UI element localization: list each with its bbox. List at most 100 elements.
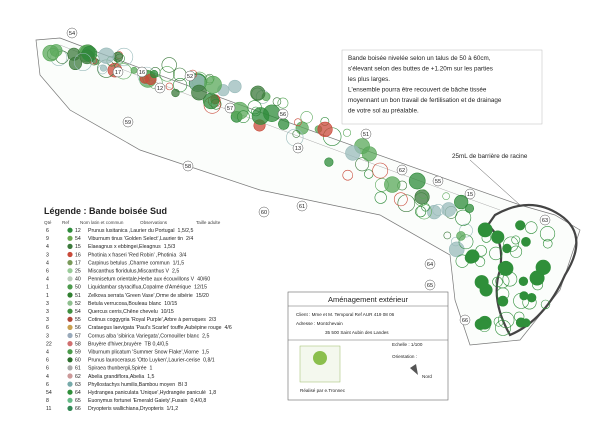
client: Client : Mme et M. Temporal Ref AUR 419 … [296, 312, 395, 317]
legend-qty: 6 [46, 325, 49, 331]
legend-qty: 6 [46, 269, 49, 275]
plant [374, 191, 387, 204]
legend-name: Prunus lusitanica ,Laurier du Portugal [88, 228, 175, 234]
tag-circle [539, 214, 551, 226]
plant [478, 319, 491, 332]
plant [278, 118, 290, 130]
plant [97, 64, 108, 75]
legend-qty: 1 [46, 285, 49, 291]
plant [171, 88, 180, 98]
scale: Echelle : 1/100 [392, 342, 423, 347]
plant [498, 311, 515, 329]
plant [42, 44, 60, 62]
legend-ref: 65 [75, 398, 81, 404]
tag-circle [459, 314, 471, 326]
plant [497, 261, 511, 275]
plan-tag: 62 [399, 168, 405, 174]
legend-qty: 3 [46, 252, 49, 258]
tag-circle [464, 188, 476, 200]
legend-ref: 61 [75, 366, 81, 372]
plant [535, 259, 551, 275]
plan-tag: 52 [187, 74, 193, 80]
plant [292, 130, 301, 138]
note-line: de votre sol au préalable. [348, 108, 419, 115]
plan-tag: 66 [462, 318, 468, 324]
tag-circle [360, 128, 372, 140]
plan-tag: 15 [467, 192, 473, 198]
plant [393, 192, 408, 207]
plant [474, 275, 489, 290]
legend-swatch [67, 341, 73, 347]
tag-circle [258, 206, 270, 218]
legend-swatch [67, 373, 73, 379]
legend-title: Légende : Bande boisée Sud [44, 206, 167, 216]
legend-qty: 8 [46, 398, 49, 404]
legend-swatch [67, 243, 73, 249]
plant [237, 110, 250, 123]
plant [361, 146, 377, 162]
plant [317, 121, 333, 137]
plant [161, 57, 177, 73]
legend-swatch [67, 251, 73, 258]
plant [81, 45, 98, 62]
tag-circle [122, 116, 134, 128]
legend-size: 15/20 [196, 293, 209, 299]
legend-ref: 50 [75, 285, 81, 291]
legend-swatch [67, 332, 73, 339]
legend-size: 1,5 [202, 350, 209, 356]
plant [456, 231, 466, 241]
plan-tag: 56 [280, 112, 286, 118]
plant [525, 221, 538, 234]
legend-ref: 64 [75, 390, 81, 396]
legend-name: Photinia x fraseri 'Red Robin' ,Photinia [88, 252, 176, 258]
tag-circle [112, 66, 124, 78]
plant [408, 172, 426, 190]
plant [540, 299, 551, 310]
legend-swatch [67, 316, 73, 322]
plant [475, 245, 487, 257]
address: Adresse : Montchevain [296, 321, 343, 326]
legend-size: TB 0,4/0,5 [144, 341, 168, 347]
plant [342, 169, 354, 181]
plan-tag: 51 [363, 132, 369, 138]
legend-qty: 4 [46, 350, 49, 356]
legend-header: Taille adulte [196, 220, 221, 225]
plant [384, 176, 401, 193]
legend-name: Abelia grandiflora,Abelia [88, 374, 144, 380]
legend-swatch [67, 397, 73, 403]
legend-name: Crataegus laevigata 'Paul's Scarlet' tou… [88, 325, 222, 331]
plant [159, 66, 175, 82]
legend-size: 10/15 [164, 301, 177, 307]
legend-qty: 4 [46, 244, 49, 250]
plant [99, 64, 107, 72]
plant [442, 192, 450, 200]
legend-ref: 54 [75, 309, 81, 315]
plant [492, 276, 503, 288]
plant [441, 202, 456, 217]
plan-tag: 64 [427, 262, 433, 268]
plan-tag: 61 [299, 204, 305, 210]
legend-name: Dryopteris wallichiana,Dryopteris [88, 406, 164, 412]
plant [521, 236, 531, 247]
legend-name: Cotinus coggygria 'Royal Purple',Arbre à… [88, 317, 206, 323]
plant [443, 231, 452, 240]
legend-swatch [67, 284, 73, 290]
plant [416, 203, 432, 220]
legend-size: 0,4/0,8 [190, 398, 206, 404]
plant [477, 315, 492, 330]
plant [521, 318, 531, 328]
legend-qty: 6 [46, 382, 49, 388]
plan-tag: 63 [542, 218, 548, 224]
legend-name: Elaeagnus x ebbingei,Eleagnus [88, 244, 161, 250]
plant [454, 194, 469, 210]
legend-name: Phyllostachys humilis,Bambou moyen [88, 382, 175, 388]
plant [355, 157, 370, 172]
legend-header: Ref [62, 220, 70, 225]
legend-qty: 4 [46, 374, 49, 380]
legend-name: Betula verrucosa,Bouleau blanc [88, 301, 162, 307]
note-line: s'élevant selon des buttes de +1.20m sur… [348, 66, 493, 73]
plant [251, 107, 270, 125]
plan-tag: 55 [435, 179, 441, 185]
logo-mark [313, 351, 327, 365]
barrier-label: 25mL de barrière de racine [452, 153, 528, 160]
